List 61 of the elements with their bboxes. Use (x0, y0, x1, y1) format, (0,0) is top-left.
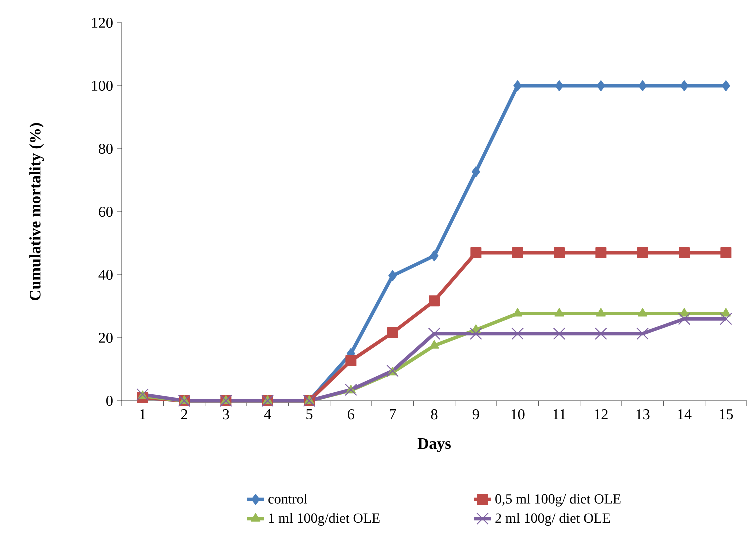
y-tick-label: 0 (106, 396, 113, 406)
point (430, 250, 439, 262)
point (388, 270, 398, 282)
legend-label: 0,5 ml 100g/ diet OLE (496, 494, 621, 507)
point (680, 80, 689, 92)
x-tick-label: 1 (140, 410, 146, 420)
y-axis-title: Cumulative mortality (%) (30, 123, 44, 301)
point (512, 328, 524, 340)
point (595, 328, 608, 340)
point (722, 80, 730, 92)
point (720, 247, 732, 258)
point (472, 166, 480, 178)
point (430, 340, 440, 349)
point (678, 312, 691, 326)
legend-label: 2 ml 100g/ diet OLE (496, 513, 610, 526)
x-tick-label: 7 (390, 410, 396, 420)
point (470, 328, 482, 340)
y-tick-label: 100 (92, 80, 113, 92)
x-tick-label: 12 (594, 410, 608, 420)
y-tick-label: 120 (92, 18, 113, 28)
point (637, 247, 648, 258)
point (513, 308, 523, 317)
y-tick-label: 60 (99, 206, 113, 218)
point (345, 384, 358, 396)
point (638, 80, 648, 92)
x-tick-label: 4 (264, 410, 272, 420)
x-tick-label: 15 (720, 410, 734, 420)
x-tick-label: 11 (554, 410, 566, 420)
point (512, 247, 524, 258)
point (596, 308, 606, 317)
x-tick-label: 6 (348, 410, 354, 420)
x-tick-label: 10 (512, 410, 525, 420)
point (596, 247, 607, 258)
point (679, 247, 690, 258)
y-tick-label: 40 (98, 270, 113, 280)
x-tick-label: 9 (472, 410, 480, 420)
point (555, 80, 564, 92)
legend-label: 1 ml 100g/diet OLE (269, 513, 380, 526)
point (638, 308, 648, 317)
point (514, 80, 522, 92)
x-tick-label: 5 (306, 410, 313, 420)
point (429, 296, 440, 307)
point (386, 364, 399, 378)
x-tick-label: 8 (431, 410, 438, 420)
point (470, 247, 482, 258)
x-tick-label: 3 (223, 410, 230, 420)
x-tick-label: 13 (636, 410, 650, 420)
x-tick-label: 14 (678, 410, 692, 420)
point (387, 327, 398, 338)
legend-label: control (268, 494, 308, 504)
point (636, 328, 649, 340)
x-tick-label: 2 (181, 410, 188, 420)
point (720, 312, 732, 326)
point (346, 356, 357, 366)
y-tick-label: 80 (99, 144, 113, 154)
point (554, 308, 564, 317)
x-axis-title: Days (418, 438, 451, 452)
point (553, 328, 566, 340)
y-tick-label: 20 (99, 332, 113, 344)
point (554, 247, 565, 258)
point (596, 80, 606, 92)
